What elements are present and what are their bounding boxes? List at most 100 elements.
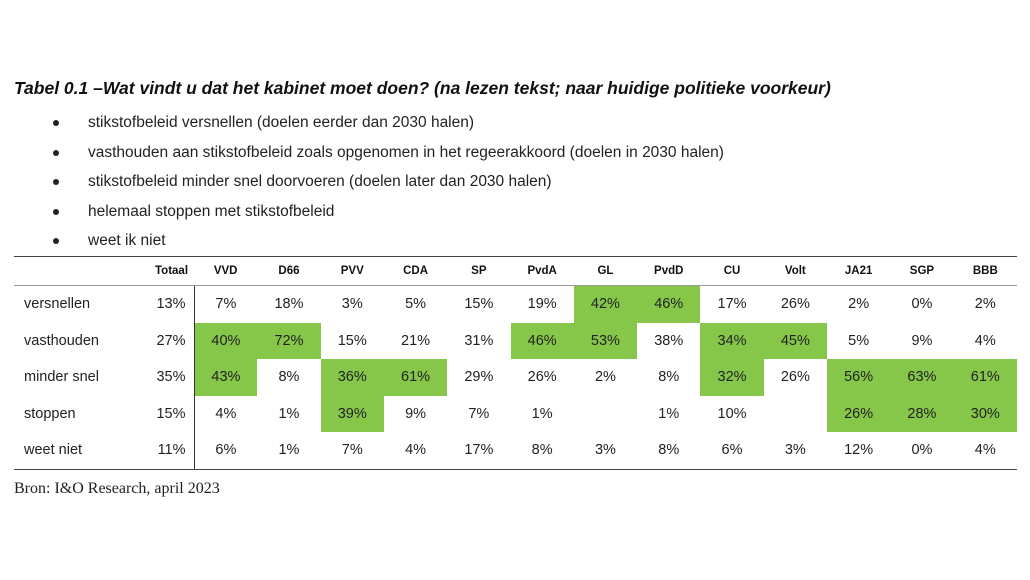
table-cell: 45% — [763, 322, 827, 359]
table-cell: 19% — [527, 296, 557, 313]
table-cell: 26% — [826, 395, 891, 432]
table-cell: 8% — [278, 369, 300, 386]
table-cell: 7% — [468, 405, 490, 422]
table-cell: 15% — [337, 332, 367, 349]
table-cell: 2% — [974, 296, 996, 313]
table-cell: 3% — [784, 442, 806, 459]
column-header: CU — [700, 257, 764, 286]
row-label: vasthouden — [24, 332, 99, 349]
table-cell: 34% — [700, 322, 764, 359]
table-cell: 17% — [717, 296, 747, 313]
table-cell: 1% — [278, 442, 300, 459]
column-header: D66 — [257, 257, 321, 286]
table-cell: 4% — [405, 442, 427, 459]
list-item: stikstofbeleid minder snel doorvoeren (d… — [44, 167, 724, 197]
table-title: Tabel 0.1 –Wat vindt u dat het kabinet m… — [14, 78, 831, 98]
table-body: versnellen 13% 7% 18% 3% 5% 15% 19% 42% 46% 17% 26%… — [14, 285, 1017, 469]
table-cell: 39% — [320, 395, 384, 432]
table-row: weet niet 11% 6% 1% 7% 4% 17% 8% 3% 8% 6% 3% 12% 0% 4% — [14, 432, 1017, 469]
table-cell: 30% — [953, 395, 1017, 432]
table-cell: 6% — [721, 442, 743, 459]
table-cell: 56% — [826, 359, 891, 396]
column-header: GL — [573, 257, 638, 286]
table-cell: 26% — [527, 369, 557, 386]
list-item: stikstofbeleid versnellen (doelen eerder… — [44, 108, 724, 138]
table-cell: 3% — [341, 296, 363, 313]
table-cell: 2% — [848, 296, 870, 313]
column-header: SP — [447, 257, 511, 286]
table-cell: 4% — [215, 405, 237, 422]
table-row: stoppen 15% 4% 1% 39% 9% 7% 1% 1% 10% 26% 28% 30% — [14, 395, 1017, 433]
table-cell: 9% — [911, 332, 933, 349]
bullet-icon — [53, 120, 59, 126]
table-cell: 26% — [780, 369, 810, 386]
table-cell — [764, 396, 827, 433]
table-cell: 46% — [510, 322, 574, 359]
table-cell: 26% — [780, 296, 810, 313]
row-label: stoppen — [24, 405, 76, 422]
total-cell: 27% — [142, 322, 195, 359]
table-cell: 1% — [278, 405, 300, 422]
table-cell: 40% — [194, 322, 258, 359]
table-cell: 10% — [717, 405, 747, 422]
table-cell: 2% — [594, 369, 616, 386]
row-label: versnellen — [24, 296, 91, 313]
table-cell: 7% — [215, 296, 237, 313]
table-cell: 12% — [844, 442, 874, 459]
table-cell: 5% — [848, 332, 870, 349]
total-cell: 35% — [142, 359, 195, 396]
bullet-icon — [53, 179, 59, 185]
table-cell: 46% — [637, 285, 701, 323]
column-header: PvdA — [510, 257, 574, 286]
list-item: weet ik niet — [44, 226, 724, 256]
table-cell: 0% — [911, 296, 933, 313]
table-cell: 72% — [257, 322, 321, 359]
column-header: PvdD — [637, 257, 701, 286]
column-header: SGP — [890, 257, 954, 286]
total-cell: 15% — [142, 395, 195, 432]
table-header-row: Totaal VVD D66 PVV CDA SP PvdA GL PvdD C… — [14, 257, 1017, 286]
table-cell: 28% — [890, 395, 954, 432]
table-cell: 32% — [700, 359, 764, 396]
table-cell: 53% — [573, 322, 638, 359]
column-header: VVD — [194, 257, 258, 286]
table-cell: 3% — [594, 442, 616, 459]
table-cell: 61% — [953, 359, 1017, 396]
table-cell: 38% — [654, 332, 684, 349]
total-header: Totaal — [142, 257, 195, 286]
table-cell: 8% — [658, 369, 680, 386]
table-cell: 5% — [405, 296, 427, 313]
table-cell — [574, 396, 637, 433]
table-cell: 17% — [464, 442, 494, 459]
total-cell: 11% — [142, 432, 195, 469]
table-cell: 0% — [911, 442, 933, 459]
source-note: Bron: I&O Research, april 2023 — [14, 480, 220, 497]
list-item: vasthouden aan stikstofbeleid zoals opge… — [44, 138, 724, 168]
table-cell: 4% — [974, 332, 996, 349]
table-cell: 31% — [464, 332, 494, 349]
column-header: CDA — [383, 257, 448, 286]
table-cell: 63% — [890, 359, 954, 396]
table-cell: 7% — [341, 442, 363, 459]
bullet-icon — [53, 149, 59, 156]
row-label-header — [14, 257, 143, 286]
table-cell: 4% — [974, 442, 996, 459]
table-cell: 42% — [573, 285, 638, 323]
results-table: Totaal VVD D66 PVV CDA SP PvdA GL PvdD C… — [14, 256, 1017, 470]
bullet-icon — [53, 238, 59, 244]
table-cell: 1% — [658, 405, 680, 422]
table-cell: 29% — [464, 369, 494, 386]
table-cell: 9% — [405, 405, 427, 422]
table-cell: 15% — [464, 296, 494, 313]
table-row: minder snel 35% 43% 8% 36% 61% 29% 26% 2% 8% 32% 26… — [14, 359, 1017, 396]
column-header: JA21 — [826, 257, 891, 286]
total-cell: 13% — [142, 285, 195, 323]
table-cell: 61% — [383, 359, 448, 396]
answer-options-list: stikstofbeleid versnellen (doelen eerder… — [44, 108, 724, 256]
column-header: BBB — [953, 257, 1017, 286]
table-cell: 36% — [320, 359, 384, 396]
table-cell: 6% — [215, 442, 237, 459]
column-header: Volt — [763, 257, 827, 286]
list-item: helemaal stoppen met stikstofbeleid — [44, 197, 724, 227]
table-cell: 18% — [274, 296, 304, 313]
